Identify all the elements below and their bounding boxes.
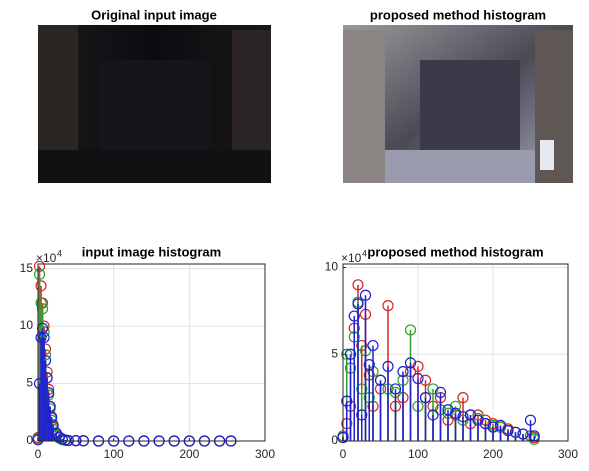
enhanced-image [343,25,573,183]
stem-marker [479,418,492,430]
y-tick-label: 10 [325,260,339,274]
y-tick-label: 0 [26,433,33,447]
stem-marker [404,324,417,336]
stem-marker [442,404,454,416]
stem-marker [341,395,353,407]
stem-marker [434,386,447,399]
stem-marker [344,348,357,360]
stem-marker [427,409,439,421]
stem-marker [35,280,47,292]
stem-marker [356,383,368,395]
stem-marker [382,360,394,372]
image-title: Original input image [91,7,217,22]
stem-marker [389,383,402,395]
y-exponent-power: 4 [362,248,367,258]
stem-marker [348,310,360,322]
x-tick-label: 300 [255,447,275,461]
stem-marker [352,279,364,291]
stem-marker [46,411,58,423]
chart-title: input image histogram [82,244,221,259]
plot-area [38,264,265,441]
stem-marker [62,434,74,447]
axes-box [37,263,266,442]
stem-marker [412,360,424,372]
stem-marker [42,387,55,399]
x-tick-label: 100 [408,447,428,461]
stem-marker [457,392,469,404]
stem-marker [528,433,540,445]
stem-marker [487,421,499,433]
y-exponent-power: 4 [57,248,62,258]
stem-marker [363,359,375,371]
stem-marker [427,383,439,395]
y-tick-label: 5 [331,346,338,360]
stem-marker [517,428,529,440]
stem-marker [382,300,394,312]
input-image [38,25,271,183]
x-tick-label: 0 [35,447,42,461]
y-tick-label: 15 [20,261,34,275]
stem-marker [35,297,47,309]
y-tick-label: 5 [26,376,33,390]
stem-marker [464,409,477,421]
stem-marker [359,289,372,301]
chart-title: proposed method histogram [367,244,543,259]
stem-marker [412,372,424,385]
stem-marker [341,348,353,360]
stem-marker [524,414,537,426]
x-tick-label: 300 [558,447,578,461]
stem-marker [419,392,432,404]
x-tick-label: 200 [179,447,199,461]
stem-marker [33,260,46,272]
stem-marker [38,331,50,344]
x-tick-label: 200 [483,447,503,461]
y-exponent: ×10 [341,251,362,265]
stem-marker [509,426,522,438]
stem-marker [352,298,364,310]
stem-marker [356,409,368,421]
y-tick-label: 0 [331,433,338,447]
stem-marker [449,400,462,412]
x-tick-label: 100 [104,447,124,461]
stem-marker [494,419,507,431]
stem-marker [397,365,409,378]
x-tick-label: 0 [340,447,347,461]
stem-marker [449,407,462,419]
axes-box [342,263,569,442]
image-title: proposed method histogram [370,7,546,22]
stem-marker [502,424,514,437]
y-tick-label: 10 [20,318,34,332]
stem-marker [39,354,52,367]
stem-marker [47,419,59,431]
stem-marker [41,372,53,384]
stem-marker [472,414,484,426]
stem-marker [404,357,417,369]
stem-marker [419,374,432,386]
y-exponent: ×10 [36,251,57,265]
stem-marker [457,411,469,423]
stem-marker [367,339,379,352]
stem-marker [33,268,46,280]
stem-marker [374,374,387,386]
